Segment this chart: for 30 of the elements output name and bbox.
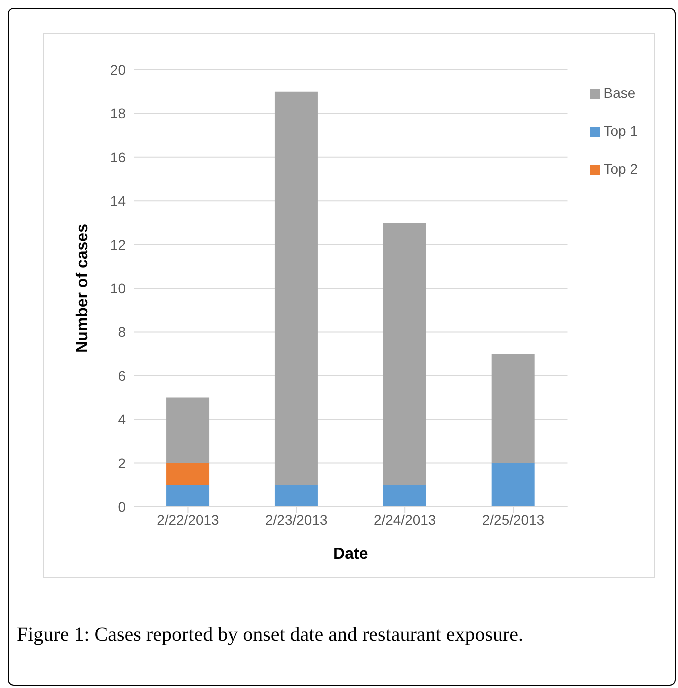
y-tick-label: 8 — [118, 324, 126, 340]
bar — [166, 398, 210, 464]
bar — [383, 485, 426, 507]
bar — [492, 463, 535, 507]
x-tick-label: 2/24/2013 — [374, 512, 436, 528]
bar — [492, 354, 535, 464]
x-tick-label: 2/25/2013 — [482, 512, 545, 528]
legend-label: Base — [604, 85, 636, 101]
legend-label: Top 2 — [604, 161, 638, 177]
y-tick-label: 10 — [110, 280, 126, 296]
caption: Figure 1: Cases reported by onset date and restaurant exposure. — [17, 624, 524, 647]
x-tick-label: 2/23/2013 — [266, 512, 328, 528]
x-axis-title: Date — [334, 546, 368, 563]
y-tick-label: 4 — [118, 412, 126, 428]
y-tick-label: 14 — [110, 193, 126, 210]
y-tick-label: 6 — [118, 368, 126, 384]
x-tick-label: 2/22/2013 — [157, 512, 220, 528]
bar — [166, 485, 210, 507]
y-tick-label: 18 — [110, 106, 126, 122]
y-axis-title: Number of cases — [74, 224, 92, 353]
y-tick-label: 12 — [110, 236, 126, 253]
bar — [274, 92, 318, 486]
bar — [383, 222, 426, 486]
y-tick-label: 20 — [110, 62, 126, 78]
y-tick-label: 0 — [118, 498, 126, 515]
legend-label: Top 1 — [604, 123, 638, 139]
bar — [274, 485, 318, 507]
bar — [166, 463, 210, 486]
y-tick-label: 16 — [110, 149, 126, 166]
y-tick-label: 2 — [118, 455, 126, 472]
